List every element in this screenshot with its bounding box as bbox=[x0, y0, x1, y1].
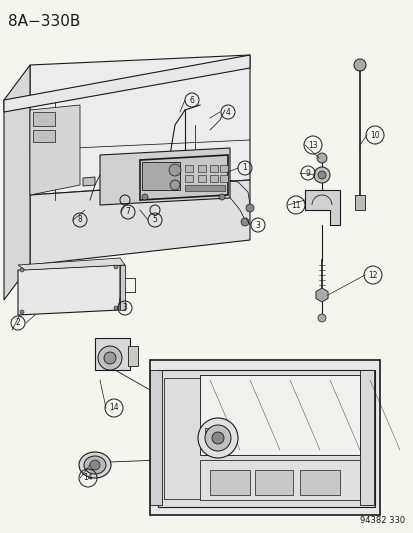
Text: 14: 14 bbox=[109, 403, 119, 413]
Polygon shape bbox=[4, 55, 249, 112]
Circle shape bbox=[114, 306, 118, 310]
Text: 8A−330B: 8A−330B bbox=[8, 14, 80, 29]
Circle shape bbox=[20, 268, 24, 272]
Bar bbox=[199, 375, 359, 455]
Circle shape bbox=[114, 265, 118, 269]
Text: 94382 330: 94382 330 bbox=[359, 516, 404, 525]
Polygon shape bbox=[83, 177, 95, 186]
Polygon shape bbox=[140, 155, 228, 200]
Circle shape bbox=[316, 153, 326, 163]
Text: 9: 9 bbox=[305, 168, 310, 177]
Text: 4: 4 bbox=[225, 108, 230, 117]
Polygon shape bbox=[30, 105, 80, 195]
Circle shape bbox=[98, 346, 122, 370]
Text: 12: 12 bbox=[367, 271, 377, 279]
Circle shape bbox=[313, 167, 329, 183]
Text: 13: 13 bbox=[307, 141, 317, 149]
Bar bbox=[209, 175, 218, 182]
Bar bbox=[197, 175, 206, 182]
Circle shape bbox=[317, 171, 325, 179]
Bar bbox=[199, 460, 359, 500]
Circle shape bbox=[90, 460, 100, 470]
Text: 7: 7 bbox=[125, 207, 130, 216]
Polygon shape bbox=[30, 180, 249, 265]
Circle shape bbox=[240, 218, 248, 226]
Bar bbox=[33, 130, 55, 142]
Polygon shape bbox=[18, 265, 120, 315]
Polygon shape bbox=[304, 190, 339, 225]
Text: 5: 5 bbox=[152, 215, 157, 224]
Circle shape bbox=[170, 180, 180, 190]
Bar bbox=[128, 346, 138, 366]
Bar bbox=[219, 165, 228, 172]
Circle shape bbox=[20, 310, 24, 314]
Polygon shape bbox=[30, 55, 249, 195]
Bar bbox=[219, 175, 228, 182]
Text: 2: 2 bbox=[16, 319, 20, 327]
Polygon shape bbox=[4, 65, 30, 300]
Bar bbox=[354, 195, 364, 210]
Circle shape bbox=[197, 418, 237, 458]
Circle shape bbox=[104, 352, 116, 364]
Text: 10: 10 bbox=[369, 131, 379, 140]
Circle shape bbox=[317, 314, 325, 322]
Circle shape bbox=[218, 194, 224, 200]
Bar bbox=[204, 428, 212, 433]
Bar bbox=[95, 338, 130, 370]
Circle shape bbox=[169, 164, 180, 176]
Circle shape bbox=[245, 204, 254, 212]
Circle shape bbox=[204, 425, 230, 451]
Bar bbox=[185, 185, 224, 191]
Bar bbox=[209, 165, 218, 172]
Bar bbox=[209, 470, 249, 495]
Bar bbox=[359, 370, 373, 505]
Polygon shape bbox=[100, 148, 230, 205]
Bar bbox=[33, 112, 55, 126]
Bar bbox=[197, 165, 206, 172]
Circle shape bbox=[353, 59, 365, 71]
Polygon shape bbox=[18, 258, 125, 270]
Text: 14: 14 bbox=[83, 473, 93, 482]
Bar bbox=[299, 470, 339, 495]
Bar bbox=[185, 165, 192, 172]
Text: 6: 6 bbox=[189, 95, 194, 104]
Bar bbox=[142, 162, 180, 190]
Bar bbox=[150, 370, 161, 505]
Circle shape bbox=[211, 432, 223, 444]
Ellipse shape bbox=[84, 456, 106, 474]
Text: 1: 1 bbox=[242, 164, 247, 173]
Text: 3: 3 bbox=[255, 221, 260, 230]
Bar bbox=[185, 175, 192, 182]
Text: 11: 11 bbox=[291, 200, 300, 209]
Polygon shape bbox=[315, 288, 327, 302]
Polygon shape bbox=[150, 360, 379, 515]
Text: 3: 3 bbox=[122, 303, 127, 312]
Circle shape bbox=[142, 194, 147, 200]
Bar bbox=[254, 470, 292, 495]
Text: 8: 8 bbox=[78, 215, 82, 224]
Polygon shape bbox=[120, 265, 125, 310]
Ellipse shape bbox=[79, 452, 111, 478]
Polygon shape bbox=[158, 370, 374, 507]
